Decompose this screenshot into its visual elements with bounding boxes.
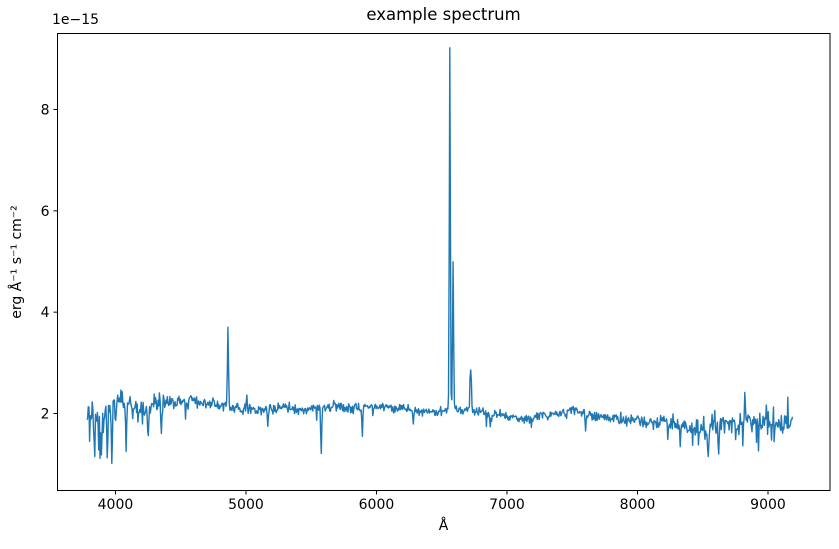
y-tick-label: 4: [41, 305, 50, 321]
axis-tick-labels: 4000 5000 6000 7000 8000 9000 2 4 6 8: [41, 102, 786, 513]
chart-title: example spectrum: [366, 5, 521, 24]
y-tick-label: 2: [41, 406, 50, 422]
x-tick-label: 9000: [750, 497, 786, 513]
plot-frame: [57, 33, 831, 491]
x-axis-label: Å: [438, 518, 449, 534]
spectrum-line: [86, 47, 794, 465]
x-tick-label: 7000: [489, 497, 525, 513]
axis-ticks: [53, 108, 769, 495]
x-tick-label: 8000: [620, 497, 656, 513]
y-tick-label: 6: [41, 204, 50, 220]
x-tick-label: 6000: [359, 497, 395, 513]
x-tick-label: 5000: [228, 497, 264, 513]
y-tick-label: 8: [41, 102, 50, 118]
spectrum-group: [86, 47, 794, 465]
y-axis-offset-text: 1e−15: [52, 12, 100, 28]
x-tick-label: 4000: [98, 497, 134, 513]
